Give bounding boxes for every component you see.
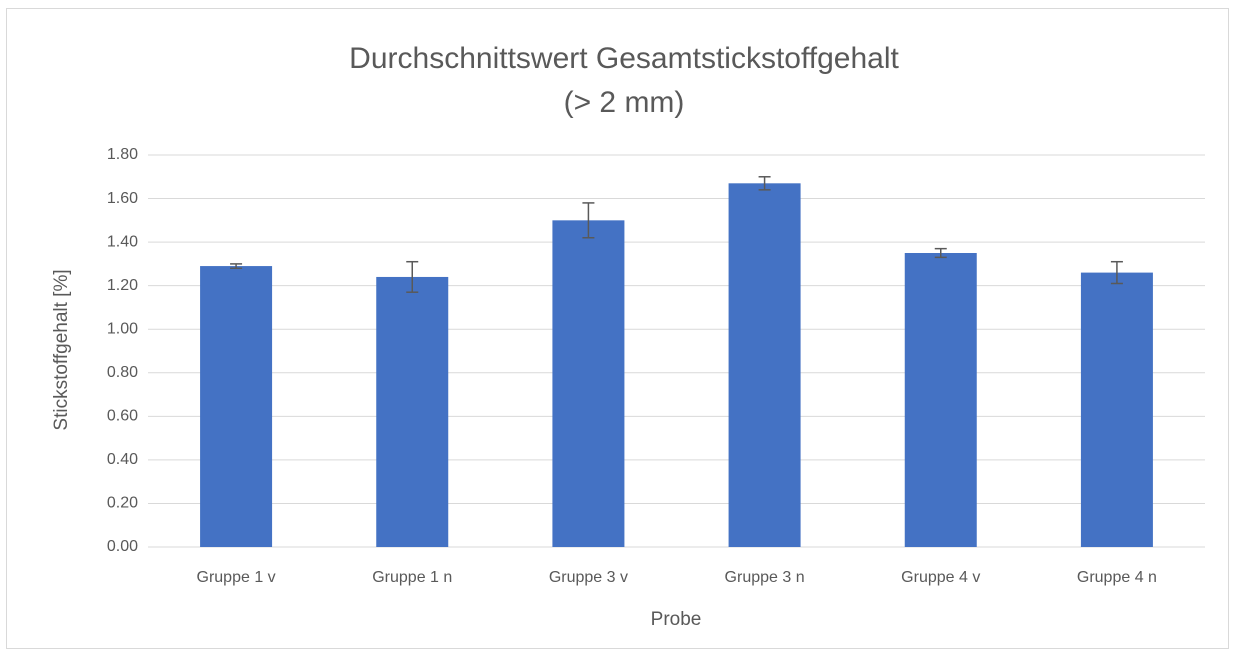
- bar: [376, 276, 449, 547]
- x-tick-label: Gruppe 4 n: [1077, 569, 1157, 586]
- x-tick-label: Gruppe 1 n: [372, 569, 452, 586]
- bar: [904, 253, 977, 547]
- y-tick-label: 0.00: [107, 538, 138, 555]
- y-tick-label: 0.40: [107, 451, 138, 468]
- bar: [552, 220, 625, 548]
- y-tick-label: 0.80: [107, 364, 138, 381]
- y-tick-label: 0.20: [107, 495, 138, 512]
- bar: [1080, 272, 1153, 547]
- y-tick-label: 0.60: [107, 408, 138, 425]
- x-axis-title: Probe: [651, 609, 702, 630]
- y-axis-title: Stickstoffgehalt [%]: [51, 269, 72, 430]
- y-tick-label: 1.40: [107, 233, 138, 250]
- x-tick-label: Gruppe 1 v: [197, 569, 276, 586]
- y-tick-label: 1.20: [107, 277, 138, 294]
- x-tick-label: Gruppe 3 v: [549, 569, 628, 586]
- y-tick-label: 1.80: [107, 146, 138, 163]
- y-tick-label: 1.00: [107, 320, 138, 337]
- x-tick-label: Gruppe 3 n: [725, 569, 805, 586]
- bar: [728, 183, 801, 548]
- x-tick-label: Gruppe 4 v: [901, 569, 980, 586]
- y-tick-label: 1.60: [107, 190, 138, 207]
- chart-title: Durchschnittswert Gesamtstickstoffgehalt: [349, 42, 899, 75]
- chart-title: (> 2 mm): [564, 86, 685, 119]
- bar: [200, 266, 273, 547]
